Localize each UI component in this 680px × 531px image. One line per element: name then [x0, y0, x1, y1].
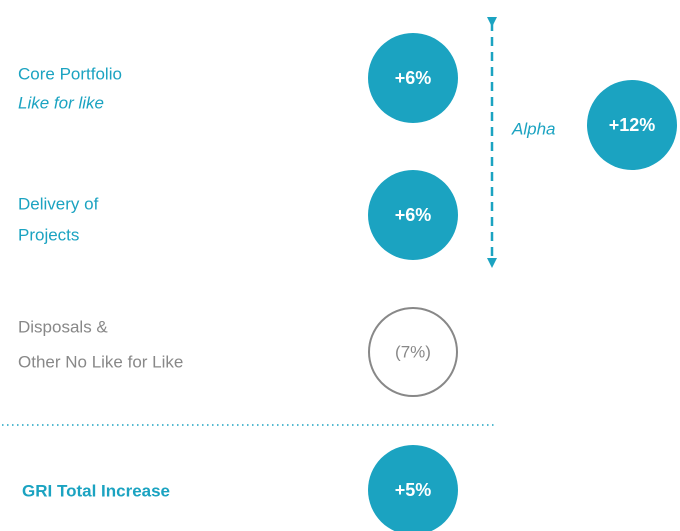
row-label: Disposals & — [18, 317, 108, 336]
value-text: (7%) — [395, 342, 431, 361]
alpha-label: Alpha — [511, 119, 555, 138]
alpha-value: +12% — [609, 115, 656, 135]
alpha-circle — [587, 80, 677, 170]
total-label: GRI Total Increase — [22, 481, 170, 500]
row-label: Core Portfolio — [18, 64, 122, 83]
value-circle — [368, 33, 458, 123]
total-value: +5% — [395, 480, 432, 500]
row-label: Other No Like for Like — [18, 352, 183, 371]
value-text: +6% — [395, 68, 432, 88]
row-label: Delivery of — [18, 194, 99, 213]
value-circle-outline — [368, 307, 458, 397]
value-text: +6% — [395, 205, 432, 225]
total-circle — [368, 445, 458, 531]
value-circle — [368, 170, 458, 260]
row-label: Projects — [18, 225, 79, 244]
row-sublabel: Like for like — [18, 93, 104, 112]
